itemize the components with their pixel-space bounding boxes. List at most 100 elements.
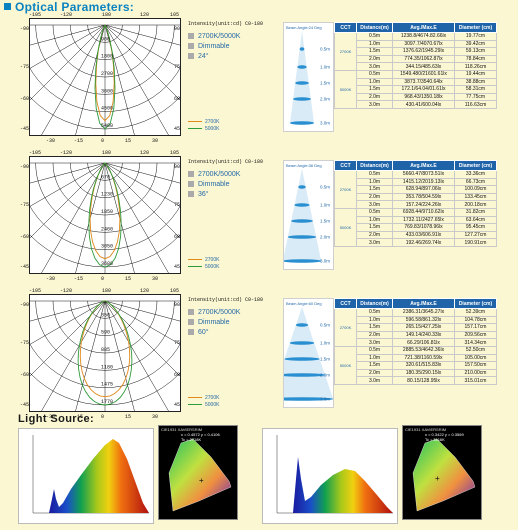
axis-angle-label: 90	[174, 302, 181, 308]
axis-angle-label: 45	[174, 402, 181, 408]
cie-values: x = 0.4572 y = 0.4106 Tc = 2718K	[181, 432, 220, 442]
distance-cell: 1.5m	[356, 323, 393, 332]
table-header: CCT	[334, 160, 357, 171]
distance-cell: 1.0m	[356, 39, 393, 49]
diameter-cell: 19.77cm	[454, 32, 497, 41]
axis-angle-label: -30	[46, 276, 56, 282]
table-row: 1.5m 1376.62/1945.29lx 59.13cm	[335, 47, 497, 56]
table-row: 1.0m 721.38/1160.59lx 105.00cm	[335, 353, 497, 363]
illuminance-cell: 192.46/269.74lx	[392, 238, 455, 247]
spec-line: 24°	[188, 51, 209, 61]
spectrum-chart-2700	[18, 428, 154, 524]
spec-line: 36°	[188, 189, 209, 199]
polar-chart: 900 1800 2700 3600 4500 5400	[29, 18, 181, 136]
spec-text: Dimmable	[198, 42, 230, 50]
table-header: Distance(m)	[356, 160, 393, 171]
illuminance-cell: 6928.44/9710.62lx	[392, 207, 455, 217]
illuminance-cell: 1732.11/2427.65lx	[392, 215, 455, 225]
illuminance-cell: 721.38/1160.59lx	[392, 353, 455, 363]
diameter-cell: 104.78cm	[454, 315, 497, 325]
distance-cell: 0.5m	[356, 345, 393, 355]
illuminance-cell: 265.15/427.25lx	[392, 323, 455, 332]
spec-text: 2700K/5000K	[198, 308, 241, 316]
illuminance-table: CCT Distance(m) Avg./Max.E Diameter (cm) 270…	[334, 22, 497, 109]
radial-value: 900	[101, 36, 110, 42]
radial-value: 1180	[101, 364, 113, 370]
axis-angle-label: 180	[102, 150, 112, 156]
radial-value: 2700	[101, 71, 113, 77]
illuminance-cell: 66.29/106.81lx	[392, 338, 455, 347]
axis-angle-label: 90	[174, 164, 181, 170]
diameter-cell: 52.50cm	[454, 345, 497, 355]
distance-cell: 1.0m	[356, 77, 393, 87]
cone-distance-label: 3.0m	[320, 259, 330, 264]
axis-angle-label: 75	[174, 202, 181, 208]
axis-angle-label: 105	[170, 288, 180, 294]
legend-line-icon	[188, 121, 202, 122]
legend-label: 2700K	[205, 394, 220, 401]
table-row: 3.0m 430.41/600.04lx 116.63cm	[335, 100, 497, 109]
cone-distance-label: 0.5m	[320, 47, 330, 52]
light-source-title: Light Source:	[18, 413, 95, 425]
axis-angle-label: -120	[60, 288, 73, 294]
illuminance-table: CCT Distance(m) Avg./Max.E Diameter (cm) 270…	[334, 298, 497, 385]
bullet-square-icon	[188, 191, 194, 197]
axis-angle-label: 30	[152, 276, 159, 282]
table-row: 1.0m 1732.11/2427.65lx 63.64cm	[335, 215, 497, 225]
table-header: CCT	[334, 298, 357, 309]
diameter-cell: 118.26cm	[454, 62, 497, 71]
distance-cell: 1.0m	[356, 177, 393, 187]
axis-angle-label: -90	[20, 164, 30, 170]
distance-cell: 1.0m	[356, 215, 393, 225]
radial-value: 3600	[101, 88, 113, 94]
table-row: 1.0m 596.58/861.32lx 104.78cm	[335, 315, 497, 325]
axis-angle-label: 60	[174, 96, 181, 102]
distance-cell: 1.5m	[356, 361, 393, 370]
table-row: 2.0m 968.43/1350.18lx 77.75cm	[335, 92, 497, 102]
legend-line-icon	[188, 404, 202, 405]
illuminance-cell: 774.35/1062.87lx	[392, 54, 455, 64]
table-row: 1.0m 3873.7/3540.64lx 38.88cm	[335, 77, 497, 87]
illuminance-cell: 596.58/861.32lx	[392, 315, 455, 325]
axis-angle-label: 15	[125, 138, 132, 144]
diameter-cell: 133.45cm	[454, 192, 497, 202]
legend-2700: 2700K	[188, 394, 219, 401]
intensity-label: Intensity(unit:cd) C0-180	[188, 297, 264, 303]
table-row: 2.0m 433.03/606.91lx 127.27cm	[335, 230, 497, 240]
bullet-square-icon	[188, 33, 194, 39]
cone-distance-label: 1.0m	[320, 341, 330, 346]
axis-angle-label: 105	[170, 12, 180, 18]
axis-angle-label: 45	[174, 126, 181, 132]
illuminance-cell: 1549.480/21601.61lx	[392, 69, 455, 79]
diameter-cell: 58.31cm	[454, 85, 497, 94]
axis-angle-label: 60	[174, 372, 181, 378]
cct-cell: 5000K	[334, 207, 357, 247]
illuminance-cell: 2386.31/3645.27lx	[392, 308, 455, 317]
cone-distance-label: 2.0m	[320, 97, 330, 102]
diameter-cell: 78.84cm	[454, 54, 497, 64]
diameter-cell: 95.45cm	[454, 223, 497, 232]
table-row: 1.5m 769.83/1078.96lx 95.45cm	[335, 223, 497, 232]
table-header: Diameter (cm)	[454, 22, 497, 33]
axis-angle-label: -30	[46, 414, 56, 420]
intensity-label: Intensity(unit:cd) C0-180	[188, 21, 264, 27]
cone-distance-label: 1.0m	[320, 65, 330, 70]
distance-cell: 2.0m	[356, 192, 393, 202]
illuminance-cell: 157.24/224.26lx	[392, 200, 455, 209]
spec-line: 2700K/5000K	[188, 31, 240, 41]
intensity-label: Intensity(unit:cd) C0-180	[188, 159, 264, 165]
axis-angle-label: -15	[74, 414, 84, 420]
table-row: 2700K 0.5m 2386.31/3645.27lx 52.39cm	[334, 308, 497, 347]
axis-angle-label: 0	[101, 414, 105, 420]
cone-distance-label: 0.5m	[320, 323, 330, 328]
radial-value: 885	[101, 347, 110, 353]
illuminance-cell: 149.14/240.33lx	[392, 330, 455, 340]
distance-cell: 1.0m	[356, 315, 393, 325]
illuminance-cell: 433.03/606.91lx	[392, 230, 455, 240]
cone-distance-label: 1.5m	[320, 219, 330, 224]
cct-cell: 5000K	[334, 69, 357, 109]
beam-angle-label: Beam Angle:60 Deg	[286, 301, 322, 306]
bullet-square-icon	[188, 329, 194, 335]
illuminance-cell: 172.1/64.04/01.61lx	[392, 85, 455, 94]
illuminance-cell: 2885.53/4642.36lx	[392, 345, 455, 355]
